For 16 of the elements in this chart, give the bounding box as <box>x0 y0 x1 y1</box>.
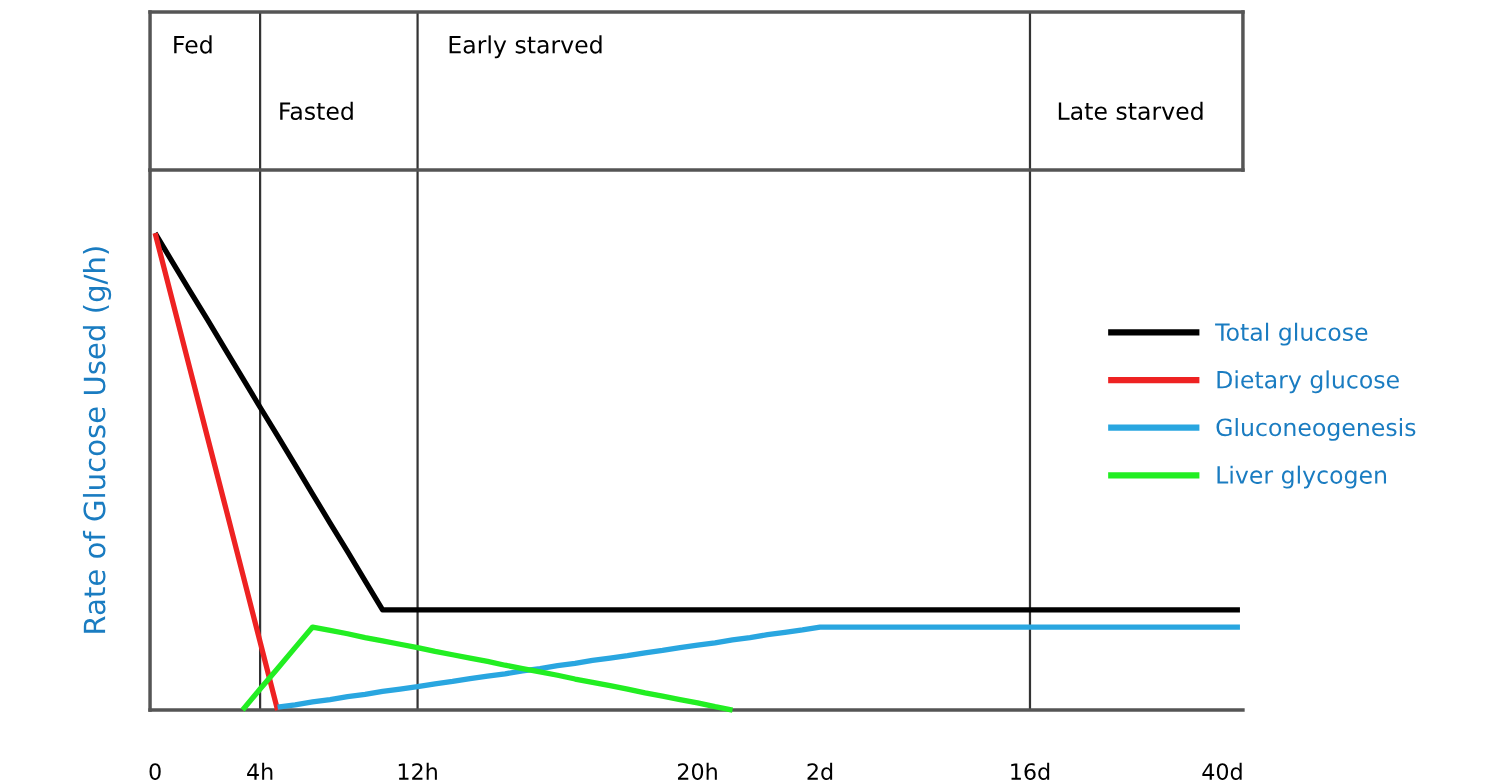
x-tick-label: 12h <box>398 762 437 780</box>
y-axis-title: Rate of Glucose Used (g/h) <box>82 247 112 633</box>
text: Late starved <box>1058 101 1203 120</box>
x-tick-label: 2d <box>807 762 833 780</box>
x-tick-label: 16d <box>1011 762 1050 780</box>
x-tick-label: 4h <box>247 762 273 780</box>
legend-label: Liver glycogen <box>1217 465 1387 489</box>
legend-label: Total glucose <box>1215 322 1368 346</box>
x-tick-label: 0 <box>149 763 161 780</box>
legend-label: Dietary glucose <box>1217 370 1399 394</box>
x-tick-label: 40d <box>1202 762 1242 780</box>
text: Fasted <box>280 101 353 120</box>
text: Fed <box>174 35 212 54</box>
x-tick-label: 20h <box>677 762 717 780</box>
legend-label: Gluconeogenesis <box>1216 418 1416 441</box>
text: Early starved <box>449 35 602 59</box>
